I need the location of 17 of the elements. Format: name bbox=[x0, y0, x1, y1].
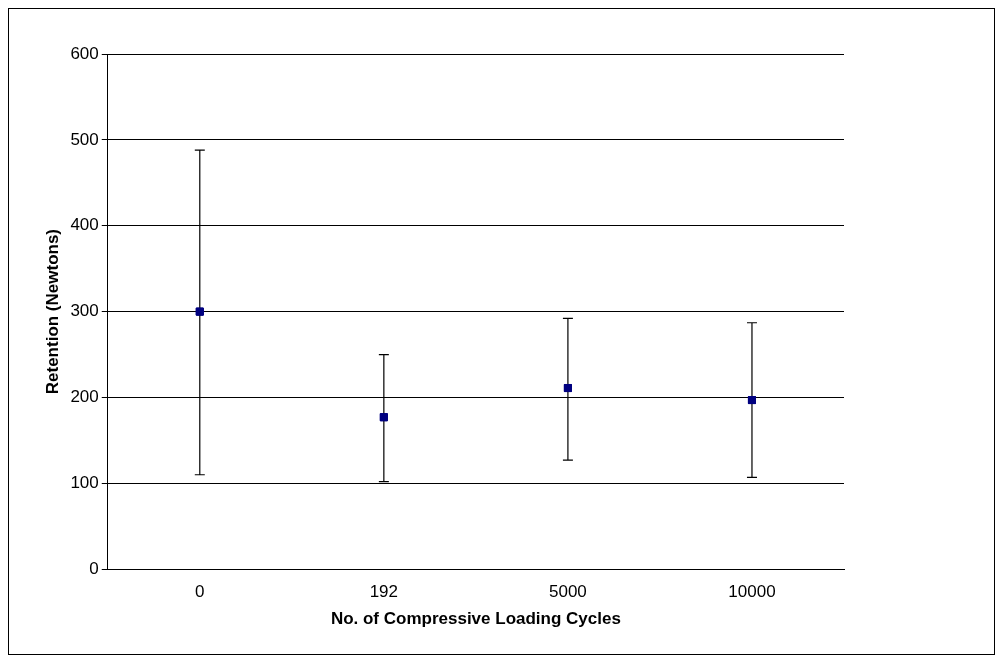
point bbox=[379, 413, 388, 422]
x-tick-label: 5000 bbox=[549, 582, 587, 602]
y-tick-label: 0 bbox=[89, 558, 99, 578]
x-axis-title: No. of Compressive Loading Cycles bbox=[330, 609, 621, 629]
point bbox=[563, 383, 572, 393]
y-tick-label: 100 bbox=[70, 473, 99, 493]
y-tick-label: 600 bbox=[70, 43, 99, 63]
point bbox=[747, 396, 757, 405]
point bbox=[195, 307, 204, 316]
y-tick-label: 400 bbox=[70, 215, 99, 235]
y-tick-label: 300 bbox=[70, 301, 99, 321]
y-axis-title: Retention (Newtons) bbox=[42, 228, 62, 395]
y-tick-label: 200 bbox=[70, 387, 99, 407]
x-tick-label: 0 bbox=[195, 582, 205, 602]
y-tick-label: 500 bbox=[70, 129, 99, 149]
x-tick-label: 10000 bbox=[728, 582, 776, 602]
x-tick-label: 192 bbox=[369, 582, 399, 602]
